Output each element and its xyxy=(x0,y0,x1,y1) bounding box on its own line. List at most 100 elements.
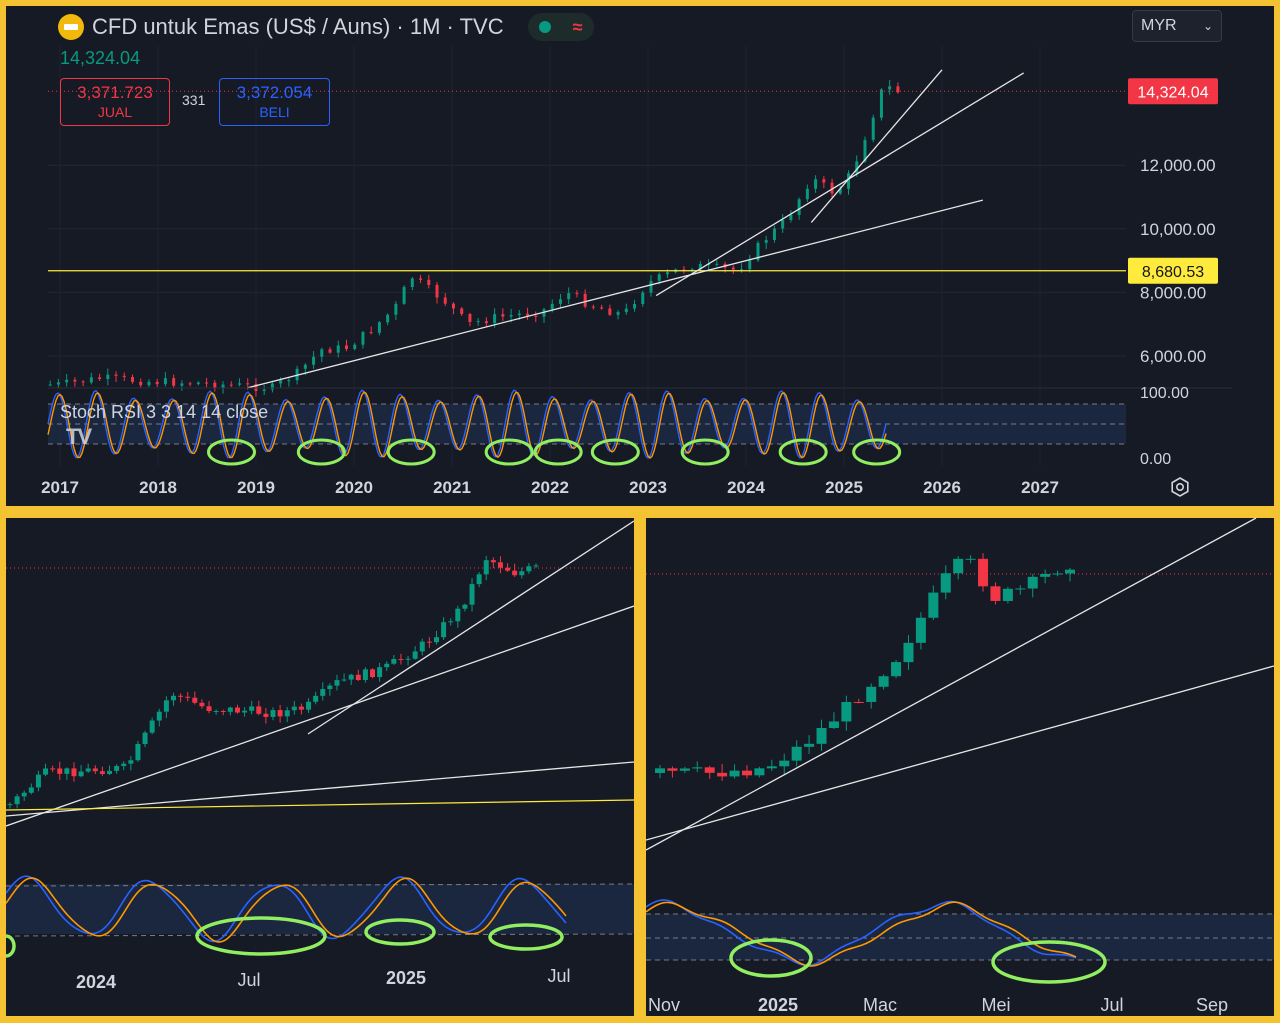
candle-body xyxy=(731,267,735,270)
delayed-data-icon: ≈ xyxy=(572,17,583,37)
candle-body xyxy=(107,770,113,774)
candle-body xyxy=(384,663,390,668)
candle-body xyxy=(692,767,703,769)
monthly-chart-canvas[interactable]: 6,000.00 8,000.00 10,000.00 12,000.00 2017 20… xyxy=(6,6,1274,506)
gold-logo-icon xyxy=(58,14,84,40)
candle-body xyxy=(624,308,628,313)
candle-body xyxy=(229,384,233,386)
candle-body xyxy=(497,562,503,568)
x-tick-label: 2019 xyxy=(237,478,275,497)
candle-body xyxy=(715,263,719,265)
candle-body xyxy=(172,378,176,386)
candle-body xyxy=(455,608,461,622)
candle-body xyxy=(575,293,579,295)
oversold-circle xyxy=(533,438,583,466)
candle-body xyxy=(468,313,472,323)
candle-body xyxy=(633,304,637,309)
zoom-chart-right-canvas[interactable]: Nov 2025 Mac Mei Jul Sep xyxy=(646,518,1274,1016)
candle-body xyxy=(772,228,776,241)
trendline xyxy=(6,761,634,817)
candle-body xyxy=(841,701,852,722)
market-status-pill[interactable]: ≈ xyxy=(527,13,594,41)
candle-body xyxy=(295,368,299,381)
buy-button[interactable]: 3,372.054 BELI xyxy=(219,78,330,126)
monthly-chart-panel[interactable]: 6,000.00 8,000.00 10,000.00 12,000.00 2017 20… xyxy=(6,6,1274,506)
candle-body xyxy=(139,381,143,386)
currency-select[interactable]: MYR ⌄ xyxy=(1132,10,1222,42)
symbol-title[interactable]: CFD untuk Emas (US$ / Auns) · 1M · TVC xyxy=(92,14,504,39)
trendline xyxy=(646,665,1274,841)
sell-button[interactable]: 3,371.723 JUAL xyxy=(60,78,170,126)
candle-body xyxy=(246,383,250,385)
oversold-circle xyxy=(207,438,256,466)
candle-body xyxy=(327,685,333,690)
tradingview-logo[interactable]: TV xyxy=(66,424,92,449)
candle-body xyxy=(804,743,815,747)
candle-body xyxy=(48,384,52,386)
candle-body xyxy=(838,188,842,194)
stoch-k-line xyxy=(6,875,567,943)
x-tick-label: 2017 xyxy=(41,478,79,497)
candle-body xyxy=(114,766,120,771)
x-tick-label: 2018 xyxy=(139,478,177,497)
candle-body xyxy=(483,560,489,575)
candle-body xyxy=(7,804,13,806)
candle-body xyxy=(822,179,826,183)
candle-body xyxy=(361,332,365,345)
candle-body xyxy=(199,702,205,707)
candle-body xyxy=(665,272,669,275)
horizontal-level-line xyxy=(6,799,634,811)
candle-body xyxy=(1052,573,1063,575)
y-tick-label: 8,000.00 xyxy=(1140,283,1206,302)
settings-gear-icon[interactable] xyxy=(1170,477,1190,497)
candle-body xyxy=(526,313,530,316)
indicator-legend[interactable]: Stoch RSI 3 3 14 14 close xyxy=(60,402,269,422)
candle-body xyxy=(990,586,1001,601)
candle-body xyxy=(847,173,851,189)
stoch-lower-band xyxy=(6,933,634,937)
candle-body xyxy=(353,344,357,350)
candle-body xyxy=(891,662,902,677)
candle-body xyxy=(155,381,159,385)
zoom-chart-left-canvas[interactable]: 2024 Jul 2025 Jul xyxy=(6,518,634,1016)
candle-body xyxy=(277,710,283,717)
candle-body xyxy=(915,617,926,643)
candle-body xyxy=(509,315,513,317)
zoom-chart-panel-right[interactable]: Nov 2025 Mac Mei Jul Sep xyxy=(646,518,1274,1016)
candle-body xyxy=(426,641,432,643)
candle-body xyxy=(213,382,217,389)
candle-body xyxy=(291,706,297,711)
candle-body xyxy=(188,383,192,385)
candle-body xyxy=(196,382,200,385)
candle-body xyxy=(185,696,191,698)
candle-body xyxy=(262,389,266,391)
x-tick-label: 2023 xyxy=(629,478,667,497)
candle-body xyxy=(789,214,793,220)
candle-body xyxy=(550,303,554,310)
candle-body xyxy=(57,768,63,774)
candle-body xyxy=(448,621,454,623)
trendline xyxy=(810,69,943,223)
candle-body xyxy=(256,706,262,714)
candle-body xyxy=(855,161,859,174)
candle-body xyxy=(476,574,482,585)
stoch-k-line xyxy=(47,389,887,459)
candle-body xyxy=(65,379,69,383)
last-price-small: 14,324.04 xyxy=(60,48,141,68)
oversold-circle xyxy=(852,438,902,466)
candle-body xyxy=(490,560,496,563)
x-tick-label: 2025 xyxy=(386,968,426,988)
zoom-chart-panel-left[interactable]: 2024 Jul 2025 Jul xyxy=(6,518,634,1016)
stoch-band xyxy=(646,914,1274,960)
candle-body xyxy=(242,710,248,713)
candle-body xyxy=(98,377,102,379)
candle-body xyxy=(402,286,406,304)
candle-body xyxy=(740,269,744,271)
price-label-box xyxy=(1128,78,1218,105)
candle-body xyxy=(320,689,326,696)
oversold-circle xyxy=(386,438,436,466)
candle-body xyxy=(348,674,354,680)
candle-body xyxy=(435,284,439,298)
candle-body xyxy=(493,314,497,324)
candle-body xyxy=(303,364,307,369)
